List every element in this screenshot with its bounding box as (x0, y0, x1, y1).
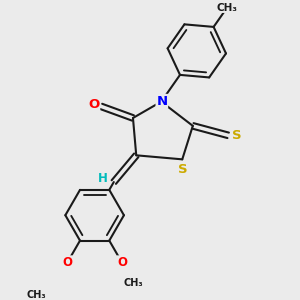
Text: O: O (88, 98, 100, 111)
Text: H: H (98, 172, 107, 184)
Text: CH₃: CH₃ (27, 290, 46, 300)
Text: CH₃: CH₃ (124, 278, 144, 288)
Text: O: O (117, 256, 127, 269)
Text: CH₃: CH₃ (217, 2, 238, 13)
Text: N: N (156, 94, 167, 108)
Text: O: O (62, 256, 72, 269)
Text: S: S (178, 163, 188, 176)
Text: S: S (232, 129, 242, 142)
